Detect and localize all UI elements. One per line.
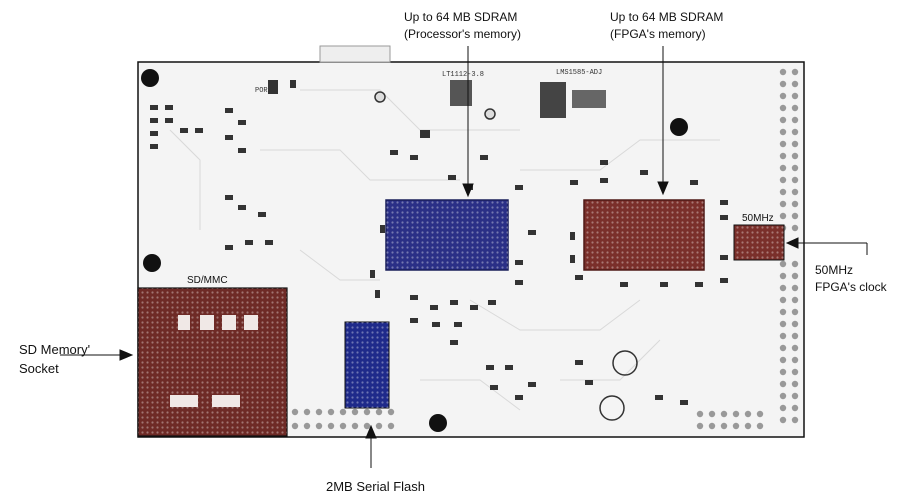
callout-sd-socket-line1: SD Memory' — [19, 342, 91, 357]
callout-fpga-sdram: Up to 64 MB SDRAM (FPGA's memory) — [610, 9, 723, 43]
silkscreen-regulator-1: LT1112-3.8 — [442, 71, 484, 79]
oscillator-50mhz-dots — [734, 225, 784, 260]
header-pins-right — [779, 68, 799, 424]
silkscreen-sd-mmc: SD/MMC — [187, 275, 228, 286]
callout-fpga-sdram-line1: Up to 64 MB SDRAM — [610, 10, 724, 24]
regulators — [450, 80, 606, 118]
callout-sd-socket-line2: Socket — [19, 361, 59, 376]
pcb-traces — [169, 89, 720, 411]
callout-serial-flash: 2MB Serial Flash — [326, 477, 425, 496]
silkscreen-por: POR — [255, 87, 268, 95]
callout-pointers — [60, 46, 868, 468]
callout-clock-line1: 50MHz — [815, 263, 854, 277]
callout-processor-sdram: Up to 64 MB SDRAM (Processor's memory) — [404, 9, 521, 43]
serial-flash-dots — [345, 322, 389, 408]
sd-mmc-socket-pattern — [138, 288, 287, 436]
silkscreen-50mhz: 50MHz — [742, 213, 774, 224]
mounting-standoffs — [141, 69, 688, 432]
callout-fpga-sdram-line2: (FPGA's memory) — [610, 27, 706, 41]
header-pins-bottom — [291, 408, 764, 430]
callout-clock: 50MHz FPGA's clock — [815, 262, 887, 296]
callout-processor-sdram-line2: (Processor's memory) — [404, 27, 521, 41]
callout-serial-flash-line1: 2MB Serial Flash — [326, 479, 425, 494]
silkscreen-regulator-2: LMS1585-ADJ — [556, 69, 602, 77]
callout-sd-socket: SD Memory' Socket — [19, 340, 90, 378]
callout-clock-line2: FPGA's clock — [815, 280, 887, 294]
fpga-sdram-dots — [584, 200, 704, 270]
capacitors — [374, 91, 638, 421]
callout-processor-sdram-line1: Up to 64 MB SDRAM — [404, 10, 518, 24]
processor-sdram-dots — [386, 200, 508, 270]
board-notch — [319, 45, 391, 63]
sd-socket-contacts — [170, 315, 258, 407]
